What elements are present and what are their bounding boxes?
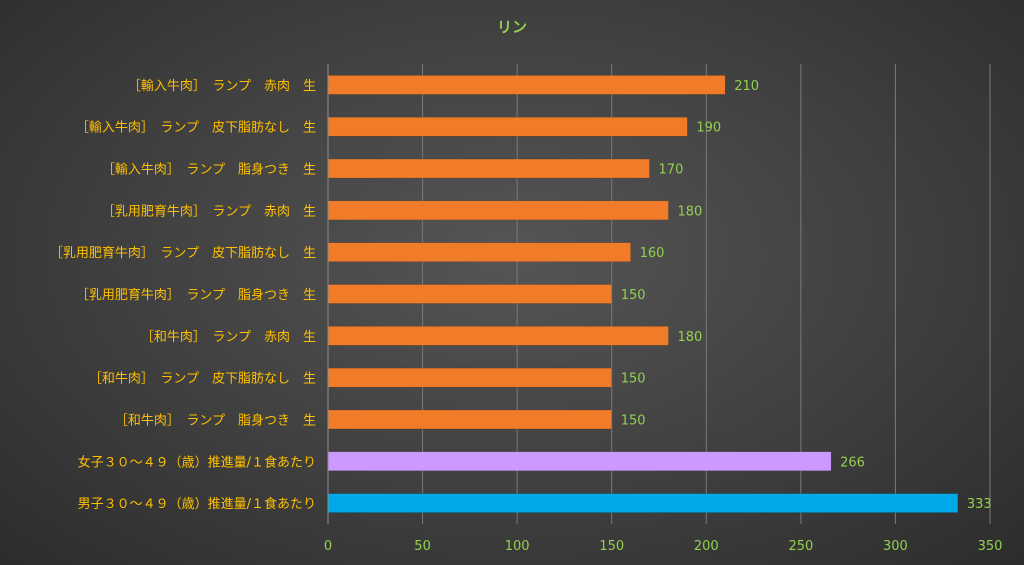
category-label: ［和牛肉］ ランプ 皮下脂肪なし 生 [89,371,316,387]
x-tick-label: 150 [599,539,624,554]
bar-value-label: 150 [621,288,646,303]
category-label: ［乳用肥育牛肉］ ランプ 赤肉 生 [102,203,316,219]
category-label: ［乳用肥育牛肉］ ランプ 脂身つき 生 [76,287,316,303]
category-label: ［輸入牛肉］ ランプ 皮下脂肪なし 生 [76,120,316,136]
bar [327,116,688,137]
bar [327,158,650,179]
x-tick-label: 250 [788,539,813,554]
category-label: ［輸入牛肉］ ランプ 赤肉 生 [128,79,316,94]
bar-value-label: 266 [840,455,865,470]
bar [327,200,669,221]
x-tick-label: 100 [505,539,530,554]
category-label: 男子３０～４９（歳）推進量/１食あたり [78,496,316,512]
bar [327,242,631,262]
bar-value-label: 160 [640,246,665,261]
bar-value-label: 180 [677,330,702,345]
bars [327,75,959,513]
bar [327,75,726,95]
bar-value-label: 150 [621,413,646,428]
x-axis-tick-labels: 0 50 100 150 200 250 300 350 [324,539,1003,554]
category-label: ［乳用肥育牛肉］ ランプ 皮下脂肪なし 生 [50,245,316,261]
bar [327,409,612,430]
category-label: 女子３０～４９（歳）推進量/１食あたり [78,454,316,470]
bar [327,451,832,472]
x-tick-label: 200 [694,539,719,554]
bar [327,284,612,304]
bar-value-label: 210 [734,79,759,94]
bar [327,326,669,346]
bar-value-label: 170 [659,163,684,178]
bar [327,493,959,513]
bar-value-label: 150 [621,372,646,387]
bar-value-label: 190 [696,121,721,136]
category-labels: ［輸入牛肉］ ランプ 赤肉 生 ［輸入牛肉］ ランプ 皮下脂肪なし 生 ［輸入牛肉］… [50,79,316,512]
x-tick-label: 0 [324,539,332,554]
x-tick-label: 300 [883,539,908,554]
category-label: ［和牛肉］ ランプ 脂身つき 生 [115,412,316,428]
x-tick-label: 50 [414,539,431,554]
category-label: ［輸入牛肉］ ランプ 脂身つき 生 [102,162,316,178]
x-tick-label: 350 [978,539,1003,554]
chart-title: リン [497,18,527,36]
bar [327,367,612,388]
category-label: ［和牛肉］ ランプ 赤肉 生 [141,330,316,345]
value-labels: 210 190 170 180 160 150 180 150 150 266 333 [621,79,992,512]
bar-value-label: 180 [677,204,702,219]
bar-value-label: 333 [967,497,992,512]
